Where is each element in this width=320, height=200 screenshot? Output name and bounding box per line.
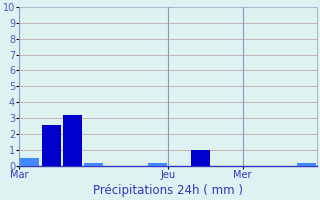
Bar — [84, 163, 103, 166]
X-axis label: Précipitations 24h ( mm ): Précipitations 24h ( mm ) — [93, 184, 243, 197]
Bar — [42, 125, 61, 166]
Bar — [297, 163, 316, 166]
Bar — [191, 150, 210, 166]
Bar — [63, 115, 82, 166]
Bar — [148, 163, 167, 166]
Bar — [20, 158, 39, 166]
